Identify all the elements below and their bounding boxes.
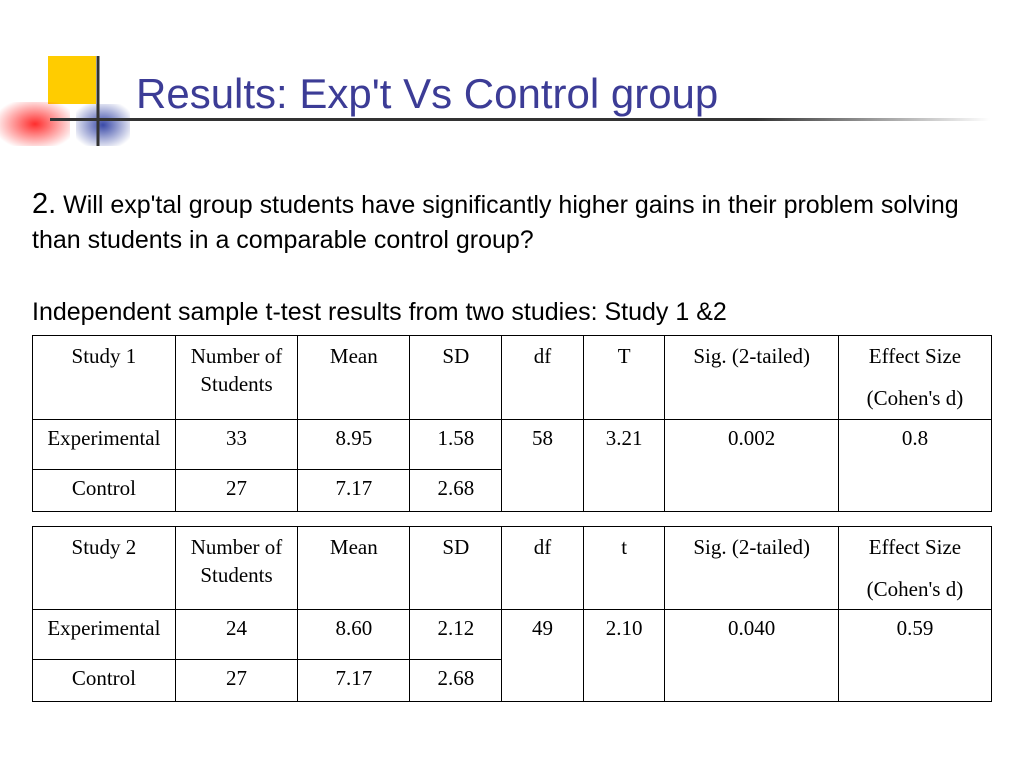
slide-content: 2. Will exp'tal group students have sign… xyxy=(32,185,992,716)
cell-sd: 1.58 xyxy=(410,419,502,469)
col-t: t xyxy=(583,526,665,610)
col-sd: SD xyxy=(410,335,502,419)
col-df: df xyxy=(502,335,584,419)
table-caption: Independent sample t-test results from t… xyxy=(32,298,992,327)
col-effect: Effect Size (Cohen's d) xyxy=(838,335,991,419)
col-study: Study 2 xyxy=(33,526,176,610)
col-mean: Mean xyxy=(298,526,410,610)
col-num: Number of Students xyxy=(175,335,297,419)
table-row: Experimental 24 8.60 2.12 49 2.10 0.040 … xyxy=(33,610,992,660)
cell-sd: 2.68 xyxy=(410,660,502,702)
cell-effect: 0.59 xyxy=(838,610,991,702)
col-effect: Effect Size (Cohen's d) xyxy=(838,526,991,610)
slide-title: Results: Exp't Vs Control group xyxy=(136,70,718,118)
col-mean: Mean xyxy=(298,335,410,419)
cell-df: 49 xyxy=(502,610,584,702)
table-row: Experimental 33 8.95 1.58 58 3.21 0.002 … xyxy=(33,419,992,469)
cell-mean: 8.95 xyxy=(298,419,410,469)
question-number: 2. xyxy=(32,188,56,220)
cell-sd: 2.12 xyxy=(410,610,502,660)
col-sig: Sig. (2-tailed) xyxy=(665,335,838,419)
cell-t: 2.10 xyxy=(583,610,665,702)
research-question: 2. Will exp'tal group students have sign… xyxy=(32,185,992,258)
question-text: Will exp'tal group students have signifi… xyxy=(32,191,959,254)
cell-num: 33 xyxy=(175,419,297,469)
col-study: Study 1 xyxy=(33,335,176,419)
cell-mean: 8.60 xyxy=(298,610,410,660)
table-header-row: Study 2 Number of Students Mean SD df t … xyxy=(33,526,992,610)
cell-sd: 2.68 xyxy=(410,469,502,511)
col-df: df xyxy=(502,526,584,610)
cell-sig: 0.002 xyxy=(665,419,838,511)
cell-num: 27 xyxy=(175,660,297,702)
col-num: Number of Students xyxy=(175,526,297,610)
col-sd: SD xyxy=(410,526,502,610)
col-t: T xyxy=(583,335,665,419)
cell-t: 3.21 xyxy=(583,419,665,511)
col-sig: Sig. (2-tailed) xyxy=(665,526,838,610)
cell-mean: 7.17 xyxy=(298,469,410,511)
cell-num: 27 xyxy=(175,469,297,511)
cell-label: Control xyxy=(33,660,176,702)
cell-sig: 0.040 xyxy=(665,610,838,702)
cell-mean: 7.17 xyxy=(298,660,410,702)
cell-label: Experimental xyxy=(33,610,176,660)
study2-table: Study 2 Number of Students Mean SD df t … xyxy=(32,526,992,703)
study1-table: Study 1 Number of Students Mean SD df T … xyxy=(32,335,992,512)
cell-label: Control xyxy=(33,469,176,511)
table-header-row: Study 1 Number of Students Mean SD df T … xyxy=(33,335,992,419)
cell-effect: 0.8 xyxy=(838,419,991,511)
cell-label: Experimental xyxy=(33,419,176,469)
cell-num: 24 xyxy=(175,610,297,660)
cell-df: 58 xyxy=(502,419,584,511)
